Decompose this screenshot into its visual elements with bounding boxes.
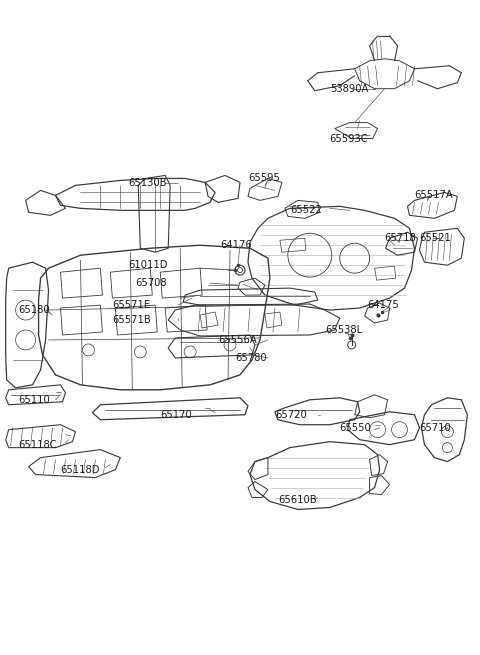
Text: 65571B: 65571B <box>112 315 151 325</box>
Text: 64175: 64175 <box>368 300 399 310</box>
Text: 65595: 65595 <box>248 174 280 183</box>
Text: 65571E: 65571E <box>112 300 151 310</box>
Text: 65130B: 65130B <box>128 178 167 189</box>
Text: 53890A: 53890A <box>330 84 368 94</box>
Text: 65538L: 65538L <box>325 325 362 335</box>
Text: 64176: 64176 <box>220 240 252 250</box>
Text: 65170: 65170 <box>160 410 192 420</box>
Text: 65710: 65710 <box>420 422 451 433</box>
Text: 65708: 65708 <box>135 278 167 288</box>
Text: 65110: 65110 <box>19 395 50 405</box>
Text: 65720: 65720 <box>275 410 307 420</box>
Text: 65522: 65522 <box>290 205 322 215</box>
Text: 65521: 65521 <box>420 233 451 243</box>
Text: 65718: 65718 <box>384 233 416 243</box>
Text: 65610B: 65610B <box>278 495 316 504</box>
Text: 65780: 65780 <box>235 353 266 363</box>
Text: 65180: 65180 <box>19 305 50 315</box>
Text: 65550: 65550 <box>340 422 372 433</box>
Text: 65593C: 65593C <box>330 134 368 143</box>
Text: 65118C: 65118C <box>19 440 57 450</box>
Text: 65517A: 65517A <box>415 191 453 200</box>
Text: 65118D: 65118D <box>60 464 100 475</box>
Text: 65556A: 65556A <box>218 335 257 345</box>
Text: 61011D: 61011D <box>128 260 168 270</box>
